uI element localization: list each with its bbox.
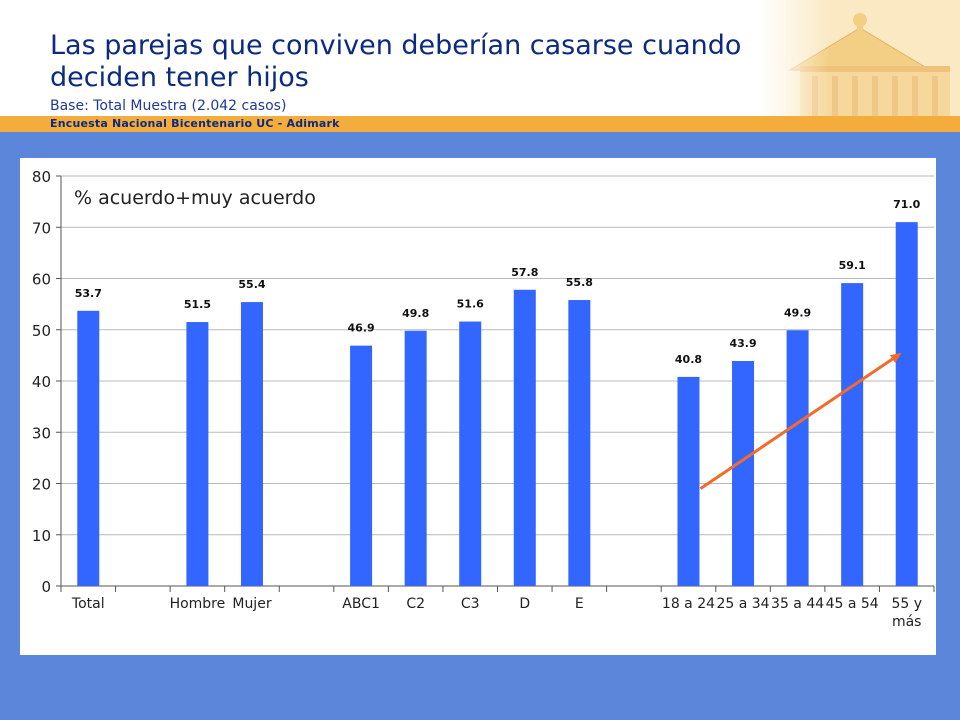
y-tick-label: 80 (32, 168, 51, 186)
bar (568, 300, 591, 586)
data-label: 53.7 (75, 287, 102, 300)
data-label: 59.1 (839, 259, 866, 272)
bar (895, 222, 918, 586)
data-label: 57.8 (511, 266, 538, 279)
y-tick-label: 0 (41, 578, 51, 596)
building-illustration (760, 0, 960, 116)
data-label: 49.9 (784, 306, 811, 319)
data-label: 49.8 (402, 307, 429, 320)
x-tick-label: C2 (406, 596, 425, 612)
bar-chart: % acuerdo+muy acuerdo 0 10 20 30 40 50 60 70 80 5… (32, 168, 935, 630)
bar (77, 310, 100, 586)
x-tick-label: ABC1 (342, 596, 380, 612)
x-tick-label: D (519, 596, 530, 612)
page-title: Las parejas que conviven deberían casars… (50, 30, 790, 94)
bars (77, 222, 918, 586)
data-label: 43.9 (729, 337, 756, 350)
x-tick-label: E (575, 596, 584, 612)
x-tick-label: C3 (461, 596, 480, 612)
data-label: 55.4 (238, 278, 265, 291)
subtitle: Base: Total Muestra (2.042 casos) (50, 98, 287, 114)
bar (350, 345, 373, 586)
title-line-1: Las parejas que conviven deberían casars… (50, 30, 742, 61)
data-label: 51.6 (457, 298, 484, 311)
y-tick-label: 30 (32, 424, 51, 442)
bar (677, 376, 700, 586)
x-tick-label: Mujer (232, 596, 271, 612)
x-tick-label: 55 y más (891, 596, 922, 630)
x-tick-label: 25 a 34 (716, 596, 769, 612)
y-tick-label: 70 (32, 219, 51, 237)
chart-annotation: % acuerdo+muy acuerdo (74, 187, 316, 209)
survey-label: Encuesta Nacional Bicentenario UC - Adim… (50, 117, 340, 130)
trend-line (699, 356, 896, 490)
data-label: 71.0 (893, 198, 920, 211)
bar (732, 361, 755, 586)
trend-arrowhead (889, 352, 902, 363)
chart-panel: % acuerdo+muy acuerdo 0 10 20 30 40 50 60 70 80 5… (20, 158, 936, 655)
y-tick-label: 60 (32, 271, 51, 289)
y-tick-label: 50 (32, 322, 51, 340)
y-tick-label: 40 (32, 373, 51, 391)
x-tick-label: 35 a 44 (771, 596, 824, 612)
data-label: 46.9 (348, 322, 375, 335)
labels: 0 10 20 30 40 50 60 70 80 53.7 51.5 55.4 46.9 49.8 51.… (32, 168, 922, 630)
x-tick-label: Hombre (170, 596, 226, 612)
bar (404, 330, 427, 586)
header-band (0, 116, 960, 132)
bar (186, 322, 209, 586)
bar (841, 283, 864, 586)
header: Las parejas que conviven deberían casars… (0, 0, 960, 116)
data-label: 51.5 (184, 298, 211, 311)
y-tick-label: 10 (32, 527, 51, 545)
bar (459, 321, 482, 586)
x-tick-label: 45 a 54 (826, 596, 879, 612)
bar (513, 289, 536, 586)
data-label: 40.8 (675, 353, 702, 366)
data-label: 55.8 (566, 276, 593, 289)
x-tick-label: 18 a 24 (662, 596, 715, 612)
bar (240, 302, 263, 586)
y-tick-label: 20 (32, 476, 51, 494)
bar (786, 330, 809, 586)
title-line-2: deciden tener hijos (50, 62, 309, 93)
trend-arrow (699, 352, 902, 490)
x-tick-label: Total (71, 596, 105, 612)
